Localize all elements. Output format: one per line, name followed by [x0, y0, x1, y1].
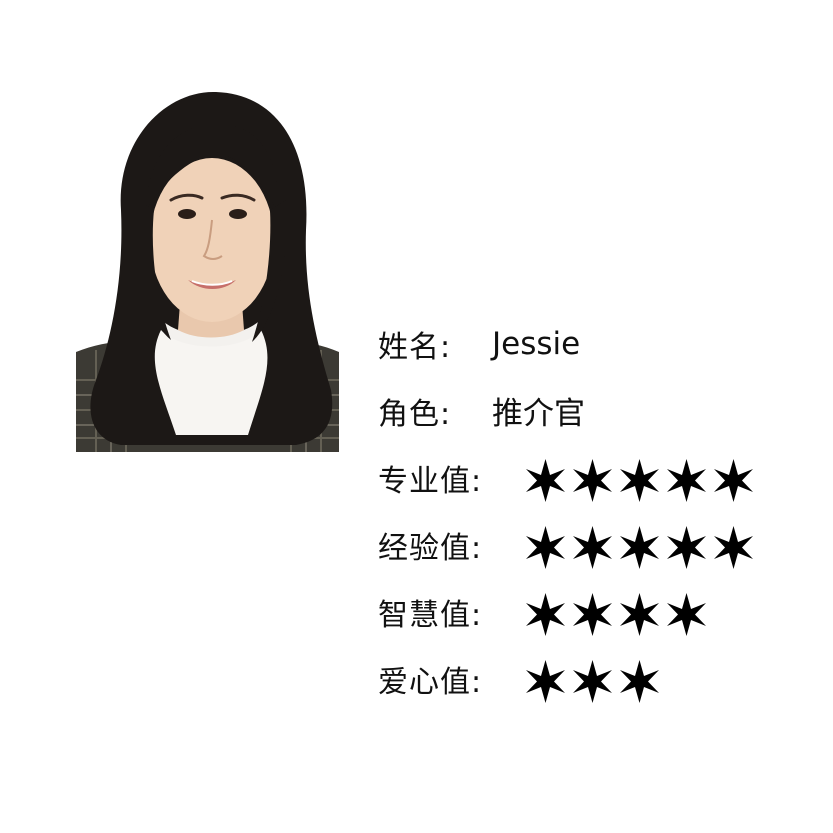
star-icon	[523, 659, 568, 704]
star-icon	[711, 458, 756, 503]
star-icon	[570, 458, 615, 503]
star-rating	[523, 525, 756, 570]
name-label: 姓名:	[378, 329, 452, 365]
star-icon	[617, 592, 662, 637]
role-label: 角色:	[378, 396, 452, 432]
star-icon	[664, 525, 709, 570]
profile-photo	[76, 90, 339, 452]
star-icon	[570, 592, 615, 637]
star-icon	[570, 659, 615, 704]
role-row: 角色: 推介官	[378, 377, 818, 444]
portrait-illustration	[76, 90, 339, 452]
name-row: 姓名: Jessie	[378, 310, 818, 377]
profile-info: 姓名: Jessie 角色: 推介官 专业值: 经验值: 智慧值: 爱心值:	[378, 310, 818, 712]
rating-label: 专业值:	[378, 463, 483, 499]
star-icon	[664, 458, 709, 503]
rating-label: 智慧值:	[378, 597, 483, 633]
star-icon	[523, 458, 568, 503]
star-icon	[523, 525, 568, 570]
star-icon	[664, 592, 709, 637]
star-rating	[523, 592, 709, 637]
star-icon	[523, 592, 568, 637]
rating-row-wisdom: 智慧值:	[378, 578, 818, 645]
rating-label: 经验值:	[378, 530, 483, 566]
name-value: Jessie	[492, 325, 581, 362]
rating-row-compassion: 爱心值:	[378, 645, 818, 712]
role-value: 推介官	[492, 396, 585, 432]
star-icon	[617, 458, 662, 503]
star-rating	[523, 458, 756, 503]
star-icon	[570, 525, 615, 570]
rating-row-professional: 专业值:	[378, 444, 818, 511]
rating-label: 爱心值:	[378, 664, 483, 700]
star-rating	[523, 659, 662, 704]
star-icon	[617, 659, 662, 704]
rating-row-experience: 经验值:	[378, 511, 818, 578]
star-icon	[711, 525, 756, 570]
star-icon	[617, 525, 662, 570]
